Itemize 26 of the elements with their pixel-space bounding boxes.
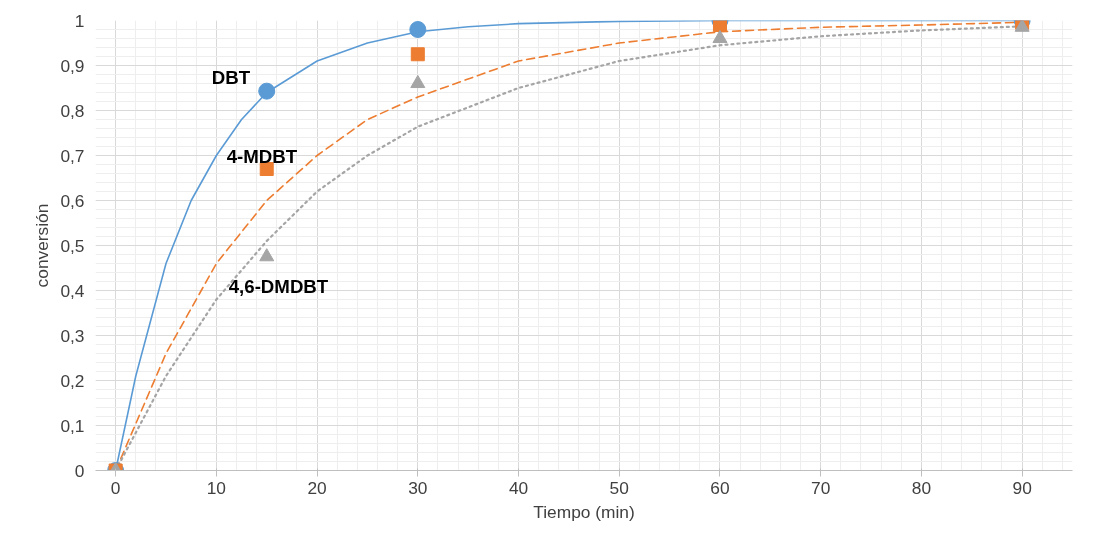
y-tick-label: 0,7: [60, 145, 85, 166]
y-tick-label: 1: [74, 10, 85, 31]
y-tick-label: 0,4: [60, 280, 85, 301]
series-label: 4-MDBT: [226, 146, 298, 167]
y-tick-label: 0,6: [60, 190, 85, 211]
x-tick-label: 30: [408, 477, 428, 498]
y-tick-label: 0,9: [60, 55, 85, 76]
x-tick-label: 60: [710, 477, 730, 498]
y-tick-label: 0: [74, 460, 85, 481]
x-tick-label: 90: [1012, 477, 1032, 498]
x-tick-label: 70: [811, 477, 831, 498]
y-axis-title: conversión: [32, 203, 53, 288]
x-tick-label: 40: [508, 477, 529, 498]
y-tick-label: 0,1: [60, 415, 85, 436]
y-tick-label: 0,3: [60, 325, 85, 346]
series-label: 4,6-DMDBT: [228, 275, 329, 297]
x-tick-label: 0: [110, 477, 121, 498]
y-tick-label: 0,2: [60, 370, 85, 391]
x-tick-label: 80: [911, 477, 932, 498]
x-tick-label: 10: [206, 477, 227, 498]
x-tick-label: 20: [307, 477, 327, 498]
x-axis-title: Tiempo (min): [533, 501, 635, 522]
x-tick-label: 50: [609, 477, 629, 498]
y-tick-label: 0,5: [60, 235, 85, 256]
series-label: DBT: [211, 67, 251, 89]
y-tick-label: 0,8: [60, 100, 85, 121]
